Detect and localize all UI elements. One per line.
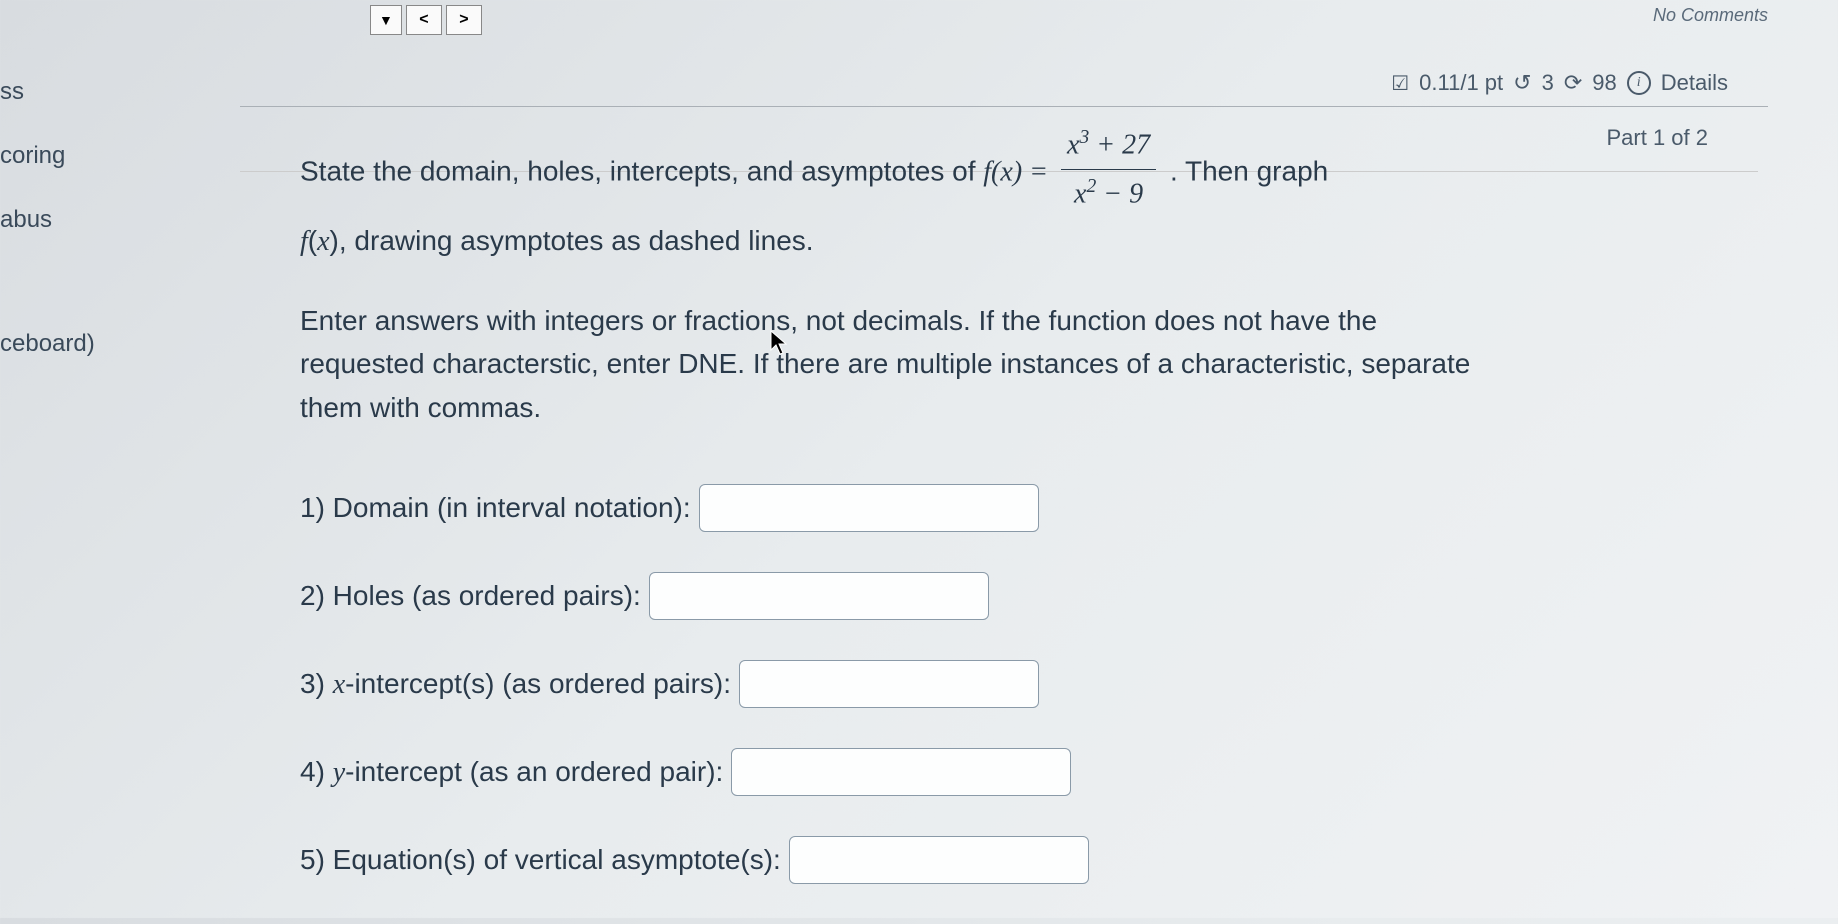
q4-pre: 4) bbox=[300, 756, 333, 787]
no-comments-label: No Comments bbox=[1653, 5, 1768, 26]
details-link[interactable]: Details bbox=[1661, 70, 1728, 96]
function-fraction: x3 + 27 x2 − 9 bbox=[1061, 123, 1156, 215]
sidebar-item-abus[interactable]: abus bbox=[0, 188, 170, 252]
sidebar-item-coring[interactable]: coring bbox=[0, 124, 170, 188]
next-button[interactable]: > bbox=[446, 5, 482, 35]
prompt-post1: . Then graph bbox=[1170, 156, 1328, 187]
answer-row-vertical-asymptote: 5) Equation(s) of vertical asymptote(s): bbox=[300, 836, 1748, 884]
answers-section: 1) Domain (in interval notation): 2) Hol… bbox=[300, 484, 1748, 884]
top-nav: ▼ < > bbox=[370, 0, 1768, 40]
question-dropdown[interactable]: ▼ bbox=[370, 5, 402, 35]
answer-row-domain: 1) Domain (in interval notation): bbox=[300, 484, 1748, 532]
vertical-asymptote-label: 5) Equation(s) of vertical asymptote(s): bbox=[300, 838, 781, 881]
retry-count: 3 bbox=[1542, 70, 1554, 96]
y-intercept-input[interactable] bbox=[731, 748, 1071, 796]
sidebar-item-eboard[interactable]: ceboard) bbox=[0, 312, 170, 376]
main-content: ▼ < > No Comments ☑ 0.11/1 pt ↺ 3 ⟳ 98 i… bbox=[200, 0, 1808, 924]
holes-input[interactable] bbox=[649, 572, 989, 620]
fraction-denominator: x2 − 9 bbox=[1061, 170, 1156, 216]
function-lhs: f(x) = bbox=[983, 157, 1055, 188]
q3-var: x bbox=[333, 669, 345, 700]
sidebar: ss coring abus ceboard) bbox=[0, 0, 170, 918]
score-text: 0.11/1 pt bbox=[1419, 70, 1503, 96]
prev-button[interactable]: < bbox=[406, 5, 442, 35]
check-icon: ☑ bbox=[1391, 71, 1409, 96]
reload-icon: ⟳ bbox=[1564, 70, 1582, 96]
question-prompt-1: State the domain, holes, intercepts, and… bbox=[300, 127, 1500, 264]
q3-pre: 3) bbox=[300, 668, 333, 699]
answer-row-y-intercept: 4) y-intercept (as an ordered pair): bbox=[300, 748, 1748, 796]
q3-post: -intercept(s) (as ordered pairs): bbox=[345, 668, 731, 699]
reload-count: 98 bbox=[1592, 70, 1616, 96]
q4-post: -intercept (as an ordered pair): bbox=[345, 756, 723, 787]
answer-row-holes: 2) Holes (as ordered pairs): bbox=[300, 572, 1748, 620]
question-body: State the domain, holes, intercepts, and… bbox=[240, 127, 1768, 884]
answer-row-x-intercept: 3) x-intercept(s) (as ordered pairs): bbox=[300, 660, 1748, 708]
x-intercept-label: 3) x-intercept(s) (as ordered pairs): bbox=[300, 662, 731, 706]
prompt-pre: State the domain, holes, intercepts, and… bbox=[300, 156, 983, 187]
score-meta-row: ☑ 0.11/1 pt ↺ 3 ⟳ 98 i Details bbox=[240, 40, 1768, 107]
fraction-numerator: x3 + 27 bbox=[1061, 123, 1156, 170]
info-icon[interactable]: i bbox=[1627, 71, 1651, 95]
part-label: Part 1 of 2 bbox=[1606, 125, 1708, 151]
question-instructions: Enter answers with integers or fractions… bbox=[300, 299, 1500, 429]
holes-label: 2) Holes (as ordered pairs): bbox=[300, 574, 641, 617]
q4-var: y bbox=[333, 757, 345, 788]
x-intercept-input[interactable] bbox=[739, 660, 1039, 708]
vertical-asymptote-input[interactable] bbox=[789, 836, 1089, 884]
retry-icon: ↺ bbox=[1513, 70, 1531, 96]
y-intercept-label: 4) y-intercept (as an ordered pair): bbox=[300, 750, 723, 794]
domain-input[interactable] bbox=[699, 484, 1039, 532]
domain-label: 1) Domain (in interval notation): bbox=[300, 486, 691, 529]
sidebar-item-ss[interactable]: ss bbox=[0, 60, 170, 124]
